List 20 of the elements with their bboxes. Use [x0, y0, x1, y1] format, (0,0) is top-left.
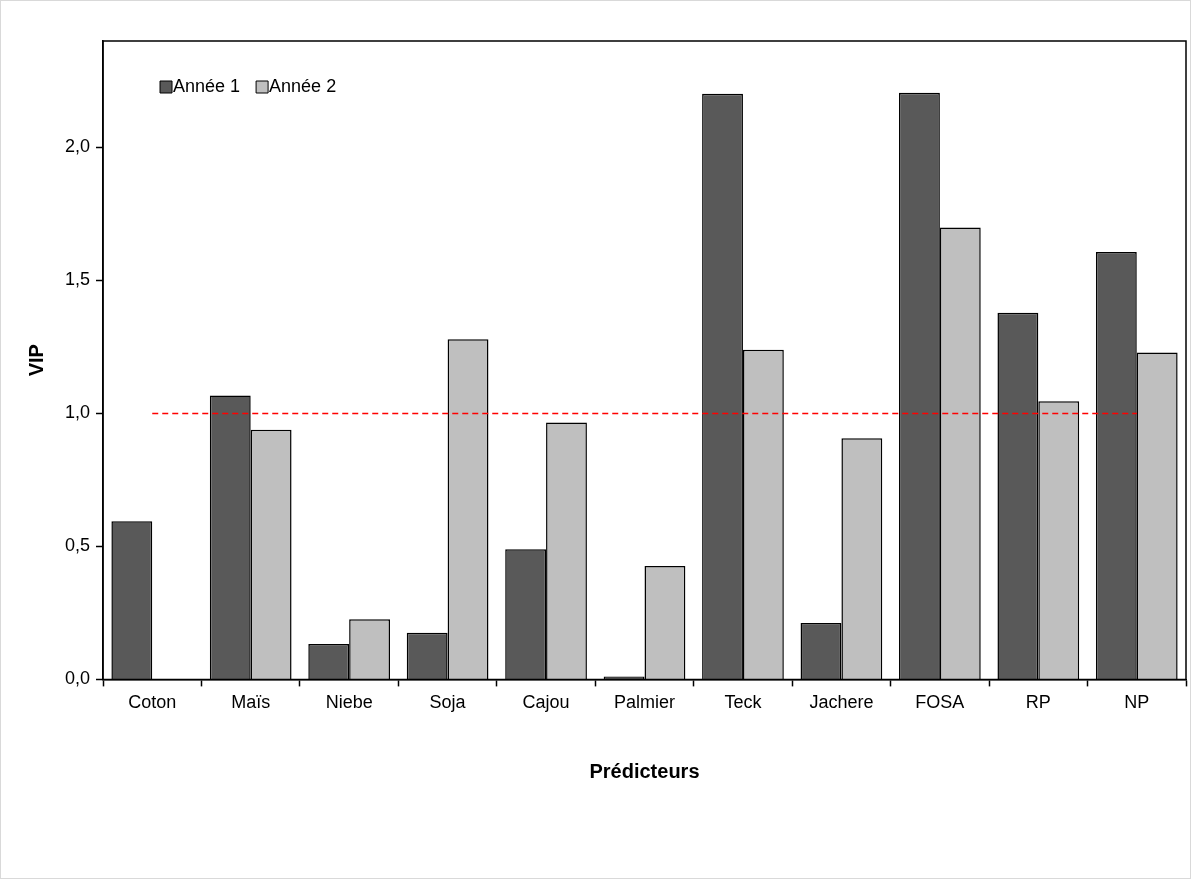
x-tick-label: FOSA	[915, 692, 965, 713]
x-tick-label: Maïs	[231, 692, 271, 713]
x-tick-label: Jachere	[809, 692, 874, 713]
x-tick-label: Coton	[128, 692, 177, 713]
legend-label: Année 1	[173, 75, 241, 96]
y-tick-label: 1,5	[64, 269, 91, 290]
x-tick-label: Cajou	[522, 692, 570, 713]
y-tick-label: 0,0	[64, 668, 91, 689]
y-axis-title: VIP	[24, 344, 47, 377]
legend-label: Année 2	[269, 75, 337, 96]
x-tick-label: Palmier	[614, 692, 676, 713]
x-tick-label: Teck	[724, 692, 763, 713]
x-tick-label: RP	[1025, 692, 1051, 713]
y-tick-label: 2,0	[64, 136, 91, 157]
x-axis-title: Prédicteurs	[589, 759, 700, 782]
x-tick-label: Niebe	[325, 692, 373, 713]
x-tick-label: Soja	[429, 692, 467, 713]
y-tick-label: 1,0	[64, 402, 91, 423]
x-tick-label: NP	[1124, 692, 1150, 713]
y-tick-label: 0,5	[64, 535, 91, 556]
